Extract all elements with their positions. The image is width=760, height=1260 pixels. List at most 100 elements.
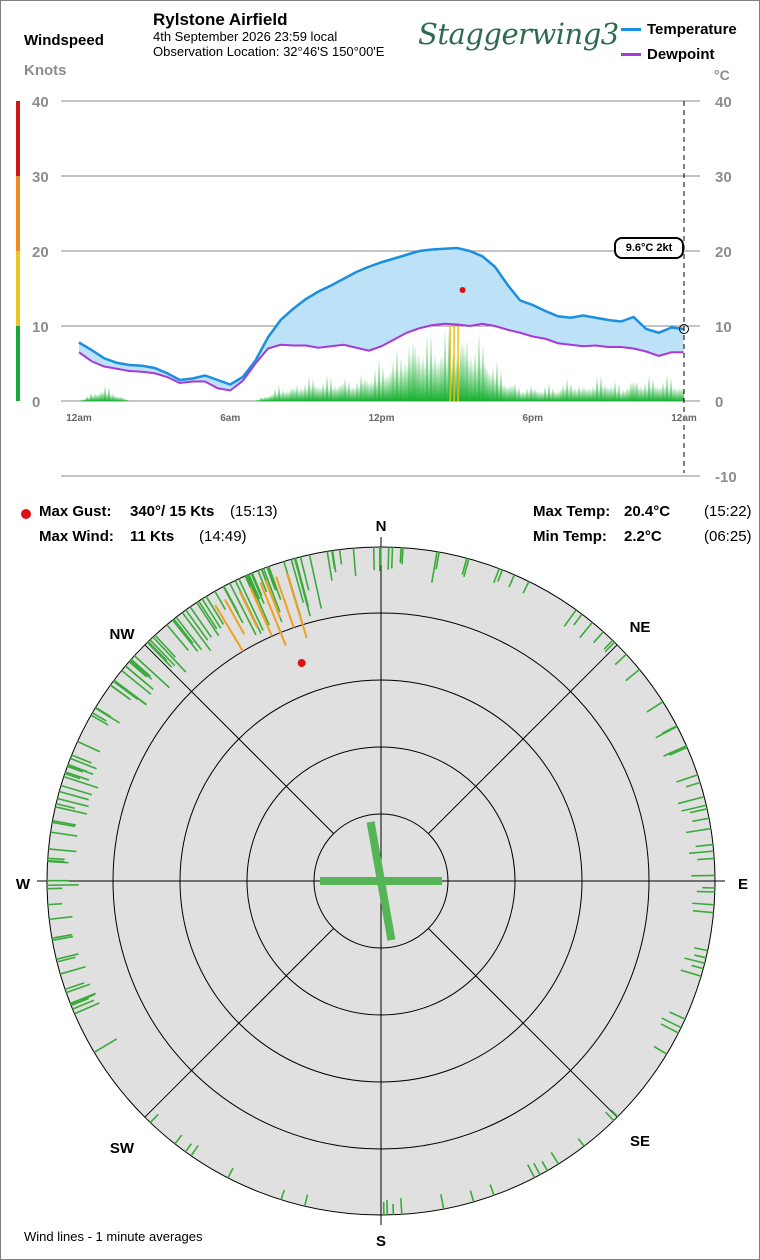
rose-wind-line: [399, 547, 402, 563]
rose-wind-line: [47, 902, 63, 906]
rose-wind-line: [251, 572, 263, 596]
rose-gust-line: [285, 572, 308, 639]
rose-wind-line: [60, 784, 93, 796]
rose-wind-line: [563, 609, 577, 627]
rose-direction-label: S: [376, 1233, 386, 1250]
windspeed-color-bar: [16, 101, 20, 176]
max-wind-time: (14:49): [199, 528, 247, 545]
rose-wind-line: [685, 781, 701, 788]
time-tick-label: 12am: [66, 413, 92, 424]
rose-wind-line: [77, 740, 101, 753]
rose-gust-line: [264, 580, 281, 619]
max-gust-marker-icon: [21, 509, 31, 519]
rose-direction-label: SW: [110, 1140, 135, 1157]
rose-wind-line: [152, 636, 187, 673]
rose-wind-line: [660, 1023, 679, 1034]
rose-direction-label: N: [376, 518, 387, 535]
rose-wind-line: [655, 725, 678, 739]
windspeed-color-bar: [16, 251, 20, 326]
celsius-tick-label: 40: [715, 94, 732, 111]
rose-wind-line: [52, 821, 76, 828]
rose-wind-line: [55, 802, 76, 810]
rose-spoke: [144, 644, 334, 834]
rose-wind-line: [166, 624, 189, 651]
rose-wind-line: [262, 568, 281, 613]
knots-tick-label: 0: [32, 394, 40, 411]
celsius-tick-label: 10: [715, 319, 732, 336]
rose-wind-line: [294, 557, 310, 607]
rose-wind-line: [661, 1017, 682, 1029]
temperature-legend-swatch: [621, 28, 641, 31]
rose-wind-line: [694, 947, 708, 952]
time-tick-label: 6pm: [522, 413, 543, 424]
rose-spoke: [428, 644, 618, 834]
rose-wind-line: [677, 795, 705, 805]
rose-wind-line: [69, 992, 96, 1005]
rose-wind-line: [352, 548, 357, 577]
time-tick-label: 12pm: [368, 413, 394, 424]
rose-wind-line: [67, 765, 83, 773]
rose-wind-line: [64, 982, 85, 991]
rose-wind-line: [129, 659, 153, 680]
rose-wind-line: [90, 714, 109, 726]
rose-gust-line: [214, 604, 244, 652]
rose-wind-line: [57, 797, 89, 808]
rose-wind-line: [508, 574, 516, 588]
rose-wind-line: [181, 611, 212, 652]
max-gust-marker: [459, 287, 466, 293]
rose-wind-line: [245, 575, 257, 599]
max-gust-time: (15:13): [230, 503, 278, 520]
knots-tick-label: 10: [32, 319, 49, 336]
rose-wind-line: [47, 857, 65, 861]
rose-wind-line: [614, 653, 627, 666]
rose-wind-line: [266, 566, 276, 590]
rose-wind-line: [147, 640, 168, 662]
current-value-marker: [679, 324, 689, 334]
rose-wind-line: [185, 609, 209, 641]
rose-wind-line: [65, 983, 91, 994]
rose-wind-line: [697, 857, 715, 861]
dewpoint-legend-label: Dewpoint: [647, 46, 715, 63]
rose-wind-line: [222, 586, 244, 624]
rose-wind-line: [610, 1109, 619, 1118]
rose-wind-line: [435, 551, 440, 570]
rose-wind-line: [387, 547, 390, 570]
rose-wind-line: [67, 763, 88, 773]
rose-wind-line: [577, 1138, 585, 1147]
rose-wind-line: [390, 547, 394, 569]
rose-wind-line: [680, 969, 702, 977]
rose-wind-line: [47, 860, 69, 864]
rose-wind-line: [189, 606, 213, 638]
min-temp-label: Min Temp:: [533, 528, 607, 545]
rose-gust-line: [249, 586, 273, 637]
rose-wind-line: [121, 669, 152, 695]
rose-wind-line: [149, 1113, 159, 1124]
max-wind-label: Max Wind:: [39, 528, 114, 545]
rose-wind-line: [469, 1190, 475, 1203]
rose-wind-line: [71, 754, 92, 764]
rose-wind-line: [171, 619, 199, 652]
max-gust-label: Max Gust:: [39, 503, 112, 520]
rose-wind-line: [64, 772, 81, 780]
rose-wind-line: [238, 578, 264, 631]
rose-wind-line: [463, 558, 470, 578]
rose-wind-line: [681, 804, 707, 812]
rose-wind-line: [173, 618, 194, 644]
dewpoint-line: [78, 322, 684, 392]
rose-wind-line: [95, 706, 112, 718]
max-temp-time: (15:22): [704, 503, 752, 520]
rose-wind-line: [246, 574, 270, 626]
rose-wind-line: [692, 909, 714, 914]
rose-wind-line: [331, 550, 337, 573]
rose-wind-line: [229, 582, 257, 636]
rose-wind-line: [669, 1011, 686, 1020]
rose-wind-line: [184, 1143, 192, 1153]
rose-direction-label: W: [16, 876, 31, 893]
rose-wind-line: [112, 680, 139, 701]
rose-wind-line: [299, 556, 310, 591]
rose-wind-line: [676, 774, 698, 783]
rose-wind-line: [669, 746, 688, 756]
celsius-tick-label: 30: [715, 169, 732, 186]
rose-wind-line: [401, 547, 404, 565]
celsius-unit-label: °C: [714, 67, 730, 83]
